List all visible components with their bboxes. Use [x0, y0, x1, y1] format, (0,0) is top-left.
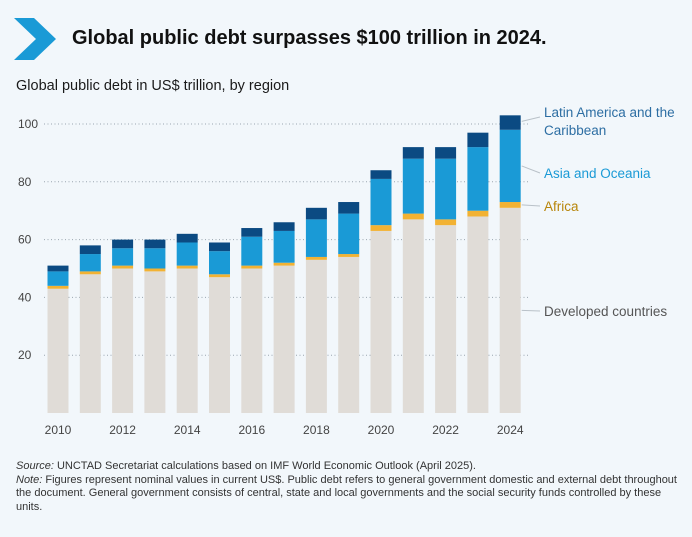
bar-segment: [176, 242, 198, 266]
bar-segment: [144, 239, 166, 249]
bar-segment: [370, 178, 392, 226]
bar-segment: [209, 251, 230, 275]
bar-segment: [47, 271, 69, 286]
footer-notes: Source: UNCTAD Secretariat calculations …: [16, 460, 680, 514]
bar-segment: [79, 274, 101, 413]
bar-segment: [112, 239, 134, 249]
bar-segment: [176, 268, 198, 413]
bar-segment: [435, 225, 457, 413]
bar-segment: [79, 271, 101, 275]
bar-segment: [176, 265, 198, 269]
y-tick-label: 100: [18, 117, 38, 131]
legend-leader-line: [521, 309, 541, 312]
y-tick-label: 80: [18, 175, 32, 189]
bar-segment: [305, 207, 327, 220]
bar-segment: [144, 268, 166, 272]
bar-segment: [241, 228, 263, 237]
y-tick-label: 20: [18, 348, 32, 362]
bar-segment: [209, 277, 230, 413]
x-tick-label: 2022: [432, 423, 459, 437]
header: Global public debt surpasses $100 trilli…: [0, 0, 692, 70]
bar-segment: [467, 210, 489, 217]
x-tick-label: 2024: [497, 423, 524, 437]
bar-segment: [273, 265, 295, 413]
x-tick-label: 2018: [303, 423, 330, 437]
bar-segment: [370, 230, 392, 413]
bar-segment: [338, 202, 360, 214]
bar-segment: [305, 256, 327, 260]
bar-segment: [467, 147, 489, 211]
bar-segment: [338, 254, 360, 257]
chart-subtitle: Global public debt in US$ trillion, by r…: [16, 78, 290, 94]
legend-label: Latin America and the: [544, 105, 675, 120]
bar-segment: [241, 236, 263, 266]
bar-segment: [370, 170, 392, 179]
note: Note: Figures represent nominal values i…: [16, 474, 680, 515]
bar-segment: [499, 129, 521, 203]
bar-segment: [499, 115, 521, 130]
bar-segment: [467, 132, 489, 148]
legend-leader-line: [521, 116, 541, 122]
bar-segment: [241, 268, 263, 413]
bar-segment: [402, 213, 424, 220]
bar-segment: [305, 259, 327, 413]
bar-segment: [402, 147, 424, 159]
bar-segment: [47, 265, 69, 272]
bar-segment: [112, 248, 134, 266]
bar-segment: [79, 254, 101, 272]
bar-segment: [273, 262, 295, 266]
page-title: Global public debt surpasses $100 trilli…: [72, 27, 547, 49]
x-tick-label: 2016: [238, 423, 265, 437]
source-text: UNCTAD Secretariat calculations based on…: [53, 460, 476, 472]
bar-segment: [467, 216, 489, 413]
bar-segment: [209, 242, 230, 252]
bar-segment: [79, 245, 101, 255]
legend-label: Developed countries: [544, 304, 667, 319]
bar-segment: [112, 265, 134, 269]
bar-segment: [435, 219, 457, 226]
legend-label: Caribbean: [544, 123, 606, 138]
source-note: Source: UNCTAD Secretariat calculations …: [16, 460, 680, 474]
bar-segment: [176, 233, 198, 243]
bar-segment: [499, 207, 521, 413]
bar-segment: [273, 230, 295, 263]
bar-segment: [402, 219, 424, 413]
y-tick-label: 40: [18, 290, 32, 304]
y-tick-label: 60: [18, 233, 32, 247]
bar-segment: [209, 274, 230, 278]
bar-segment: [47, 285, 69, 289]
bar-segment: [144, 248, 166, 269]
bar-segment: [47, 288, 69, 413]
bar-segment: [112, 268, 134, 413]
bar-segment: [338, 213, 360, 255]
x-tick-label: 2012: [109, 423, 136, 437]
legend-leader-line: [521, 165, 541, 174]
legend-label: Asia and Oceania: [544, 166, 651, 181]
x-tick-label: 2014: [174, 423, 201, 437]
bar-segment: [499, 202, 521, 208]
legend-label: Africa: [544, 199, 579, 214]
note-text: Figures represent nominal values in curr…: [16, 473, 677, 513]
bar-segment: [144, 271, 166, 413]
bar-segment: [273, 222, 295, 231]
legend-leader-line: [521, 204, 541, 207]
bar-segment: [402, 158, 424, 214]
bar-segment: [370, 225, 392, 231]
source-lead: Source:: [16, 460, 54, 472]
bar-segment: [338, 256, 360, 413]
note-lead: Note:: [16, 473, 43, 486]
x-tick-label: 2010: [45, 423, 72, 437]
bar-segment: [435, 147, 457, 159]
bar-segment: [305, 219, 327, 257]
bar-segment: [241, 265, 263, 269]
bar-segment: [435, 158, 457, 220]
chevron-icon: [14, 18, 56, 60]
x-tick-label: 2020: [368, 423, 395, 437]
